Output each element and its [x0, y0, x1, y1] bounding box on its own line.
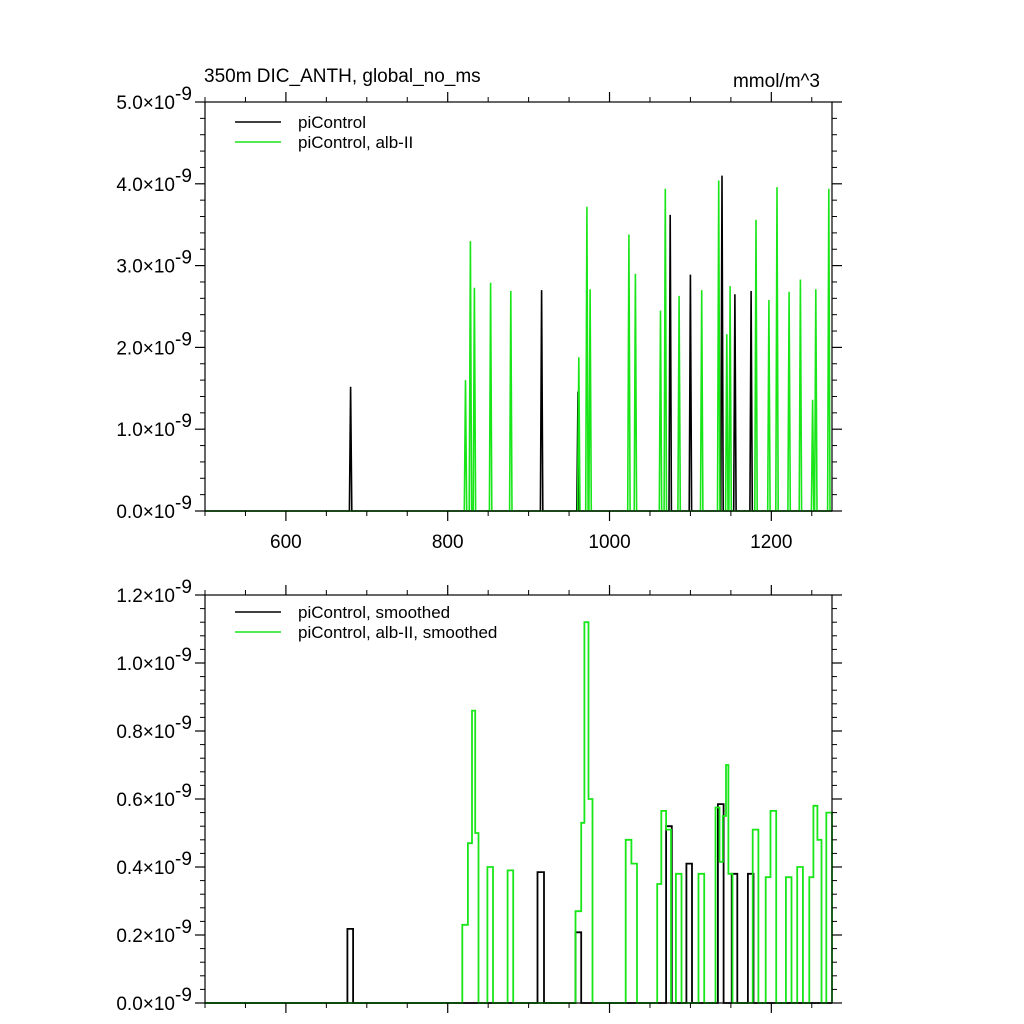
- top-y-tick-label: 4.0×10: [116, 175, 175, 196]
- top-y-tick-label: 1.0×10: [116, 420, 175, 441]
- bottom-legend-label: piControl, smoothed: [298, 603, 450, 622]
- bottom-y-tick-label: 0.6×10: [116, 790, 175, 811]
- top-y-tick-exponent: -9: [175, 493, 192, 514]
- bottom-y-tick-exponent: -9: [175, 645, 192, 666]
- bottom-y-tick-label: 0.4×10: [116, 858, 175, 879]
- bottom-y-tick-label: 1.0×10: [116, 654, 175, 675]
- top-y-tick-exponent: -9: [175, 166, 192, 187]
- bottom-y-tick-exponent: -9: [175, 577, 192, 598]
- top-plot-frame: [204, 101, 833, 512]
- bottom-y-tick-exponent: -9: [175, 781, 192, 802]
- units-label: mmol/m^3: [733, 71, 820, 92]
- bottom-y-tick-exponent: -9: [175, 917, 192, 938]
- bottom-panel: 0.0×10 -90.2×10 -90.4×10 -90.6×10 -90.8×10 -9…: [116, 577, 842, 1015]
- top-y-tick-label: 5.0×10: [116, 93, 175, 114]
- bottom-y-tick-label: 0.2×10: [116, 926, 175, 947]
- bottom-y-tick-exponent: -9: [175, 849, 192, 870]
- bottom-y-tick-label: 0.0×10: [116, 994, 175, 1015]
- chart-title: 350m DIC_ANTH, global_no_ms: [204, 66, 481, 87]
- top-x-tick-label: 1000: [588, 532, 630, 553]
- top-x-tick-label: 600: [270, 532, 302, 553]
- top-legend-label: piControl: [298, 113, 366, 132]
- bottom-axes: 0.0×10 -90.2×10 -90.4×10 -90.6×10 -90.8×10 -9…: [116, 577, 842, 1015]
- top-x-tick-label: 800: [432, 532, 464, 553]
- bottom-y-tick-label: 0.8×10: [116, 722, 175, 743]
- bottom-y-tick-exponent: -9: [175, 713, 192, 734]
- top-x-tick-label: 1200: [750, 532, 792, 553]
- top-y-tick-label: 3.0×10: [116, 257, 175, 278]
- top-y-tick-label: 0.0×10: [116, 502, 175, 523]
- top-y-tick-exponent: -9: [175, 329, 192, 350]
- bottom-y-tick-label: 1.2×10: [116, 586, 175, 607]
- bottom-legend-label: piControl, alb-II, smoothed: [298, 623, 497, 642]
- bottom-y-tick-exponent: -9: [175, 985, 192, 1006]
- top-y-tick-exponent: -9: [175, 248, 192, 269]
- top-y-tick-exponent: -9: [175, 411, 192, 432]
- top-y-tick-exponent: -9: [175, 84, 192, 105]
- top-legend-label: piControl, alb-II: [298, 133, 413, 152]
- top-y-tick-label: 2.0×10: [116, 338, 175, 359]
